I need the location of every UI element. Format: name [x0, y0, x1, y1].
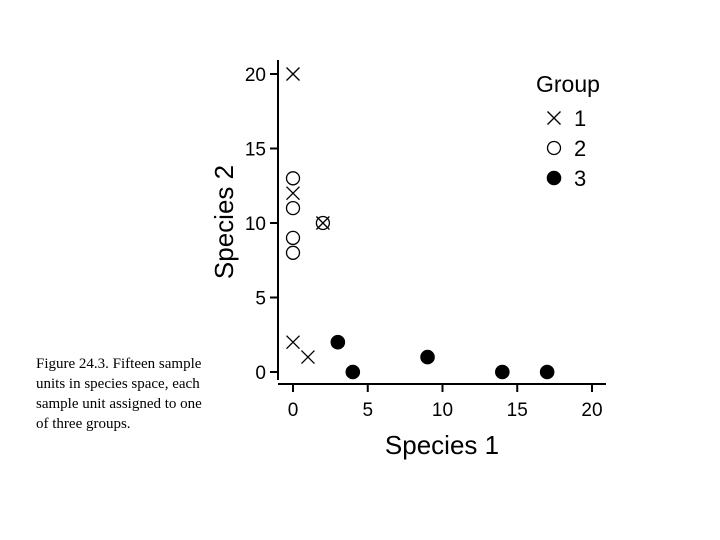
y-ticks: 0 5 10 15 20 — [245, 65, 278, 384]
legend-marker-group-2 — [546, 140, 562, 156]
y-tick-label: 10 — [245, 214, 266, 235]
x-ticks: 0 5 10 15 20 — [288, 384, 603, 421]
x-tick-label: 15 — [507, 400, 528, 421]
legend-label: 1 — [574, 106, 586, 131]
legend-title: Group — [536, 71, 600, 97]
x-tick-label: 10 — [432, 400, 453, 421]
data-point-group-3 — [495, 364, 510, 380]
data-point-group-3 — [539, 364, 555, 380]
data-point-group-3 — [420, 349, 435, 365]
data-point-group-3 — [330, 334, 346, 350]
y-tick-label: 15 — [245, 140, 266, 161]
data-point-group-1 — [286, 186, 300, 201]
x-tick-label: 0 — [288, 400, 299, 421]
legend: Group 1 2 3 — [536, 71, 600, 191]
y-tick-label: 20 — [245, 65, 266, 86]
y-axis-label: Species 2 — [209, 165, 239, 279]
y-tick-label: 5 — [255, 289, 266, 310]
data-point-group-2 — [285, 230, 301, 246]
axes — [277, 60, 606, 385]
data-points — [285, 67, 555, 380]
data-point-group-2 — [285, 171, 301, 186]
x-tick-label: 5 — [362, 400, 373, 421]
data-point-group-1 — [286, 335, 300, 350]
figure-caption: Figure 24.3. Fifteen sample units in spe… — [36, 356, 202, 432]
data-point-group-2 — [285, 200, 301, 216]
legend-entries: 1 2 3 — [546, 106, 586, 191]
y-tick-label: 0 — [255, 363, 266, 384]
x-tick-label: 20 — [581, 400, 602, 421]
data-point-group-1 — [300, 350, 315, 365]
legend-label: 2 — [574, 136, 586, 161]
data-point-group-2 — [315, 215, 331, 231]
data-point-group-1 — [286, 67, 300, 81]
data-point-group-3 — [345, 364, 361, 380]
x-axis-label: Species 1 — [385, 430, 499, 460]
data-point-group-2 — [285, 245, 301, 260]
legend-marker-group-3 — [546, 170, 562, 186]
legend-marker-group-1 — [547, 111, 561, 125]
legend-label: 3 — [574, 166, 586, 191]
